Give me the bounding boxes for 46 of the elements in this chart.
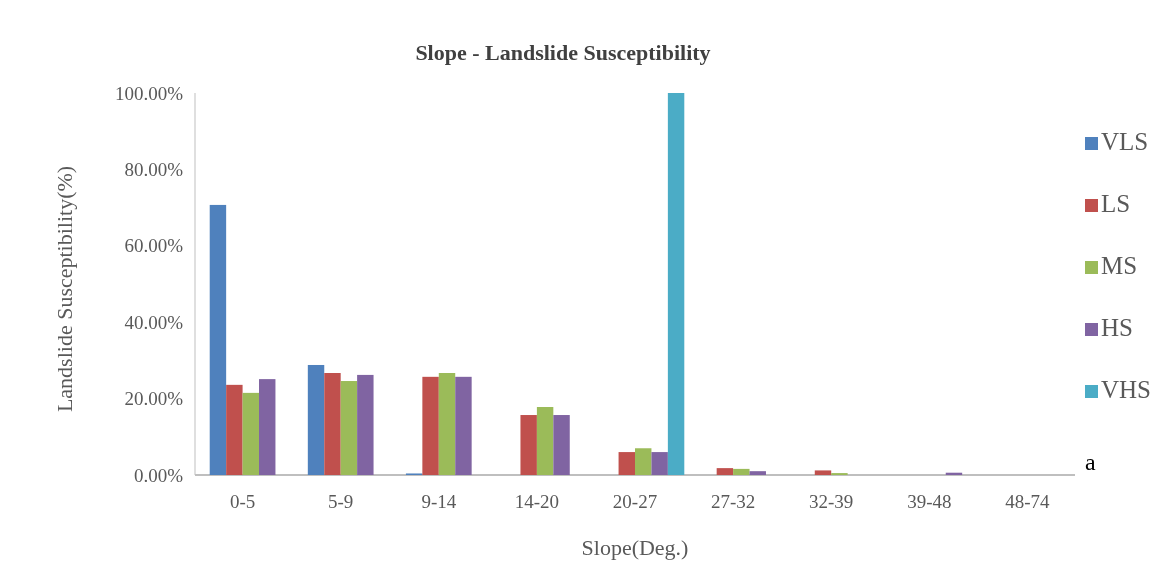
bar xyxy=(307,364,325,475)
bar xyxy=(618,452,635,475)
bar xyxy=(422,376,439,475)
bar xyxy=(357,374,374,475)
x-tick-label: 39-48 xyxy=(907,491,952,512)
x-tick-label: 20-27 xyxy=(612,491,658,512)
y-tick-label: 40.00% xyxy=(124,311,184,333)
text: a xyxy=(1085,449,1096,475)
x-tick-label: 9-14 xyxy=(421,491,457,512)
x-tick-label: 0-5 xyxy=(229,491,256,512)
bar xyxy=(749,471,766,475)
bar xyxy=(324,373,341,475)
y-axis-title: Landslide Susceptibility(%) xyxy=(52,165,77,413)
bar xyxy=(438,373,456,475)
y-tick-label: 20.00% xyxy=(124,388,184,410)
legend-label: VHS xyxy=(1101,376,1152,403)
bar xyxy=(716,468,734,475)
y-tick-label: 80.00% xyxy=(124,159,184,181)
y-tick-label: 0.00% xyxy=(133,464,184,486)
bar xyxy=(242,392,260,475)
legend-label: LS xyxy=(1101,190,1131,217)
x-tick-label: 32-39 xyxy=(809,491,854,512)
bar xyxy=(455,376,472,475)
bar xyxy=(520,415,537,475)
bar xyxy=(635,448,652,475)
bar xyxy=(259,379,276,475)
x-tick-label: 27-32 xyxy=(710,491,756,512)
chart-title: Slope - Landslide Susceptibility xyxy=(415,40,711,65)
bar xyxy=(226,384,243,475)
x-axis-title: Slope(Deg.) xyxy=(581,535,689,560)
y-tick-label: 60.00% xyxy=(124,235,184,257)
bar xyxy=(651,452,668,475)
legend-label: MS xyxy=(1101,252,1138,279)
bar xyxy=(667,93,685,475)
y-tick-label: 100.00% xyxy=(114,82,184,104)
bar xyxy=(553,415,570,475)
x-tick-label: 14-20 xyxy=(514,491,560,512)
legend-label: VLS xyxy=(1101,128,1149,155)
bar xyxy=(340,381,358,475)
x-tick-label: 5-9 xyxy=(328,491,354,512)
legend-label: HS xyxy=(1101,314,1133,341)
bar xyxy=(536,407,554,475)
bar xyxy=(733,468,750,475)
x-tick-label: 48-74 xyxy=(1005,491,1051,512)
bar xyxy=(209,204,227,475)
bar xyxy=(814,470,832,475)
